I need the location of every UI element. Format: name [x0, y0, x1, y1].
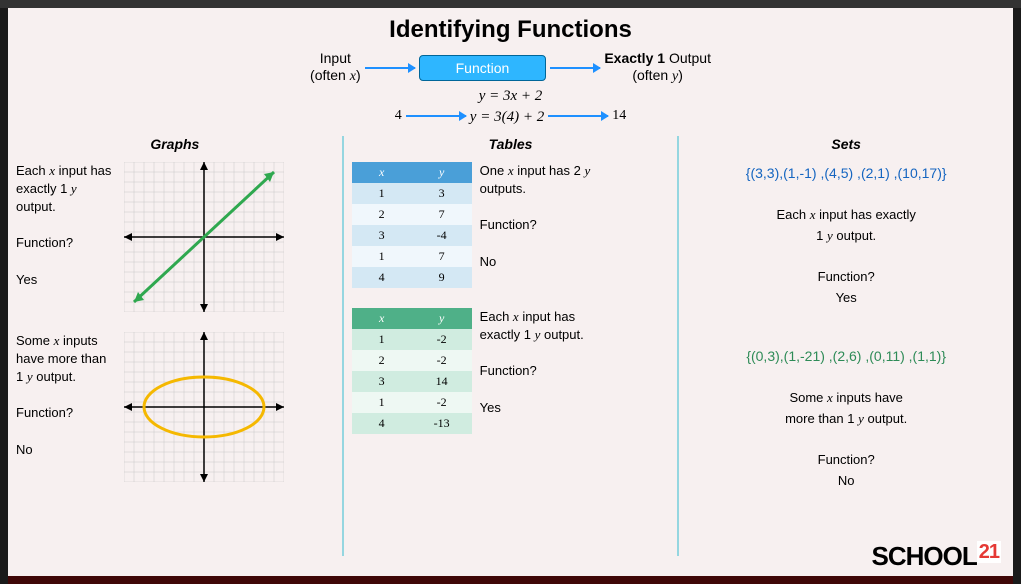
- graph1-answer: Yes: [16, 272, 37, 287]
- table2-answer: Yes: [480, 400, 501, 415]
- table-row: 17: [352, 246, 472, 267]
- browser-bar: [0, 0, 1021, 8]
- line-graph: [124, 162, 284, 312]
- table-row: 314: [352, 371, 472, 392]
- arrow-icon: [550, 67, 600, 69]
- set1-question: Function?: [818, 269, 875, 284]
- graph2-answer: No: [16, 442, 33, 457]
- flow-input-text: Input: [320, 50, 351, 66]
- set2-block: {(0,3),(1,-21) ,(2,6) ,(0,11) ,(1,1)} So…: [687, 345, 1005, 492]
- set2-answer: No: [838, 473, 855, 488]
- graphs-column: Graphs Each x input has exactly 1 y outp…: [8, 136, 342, 556]
- table2-question: Function?: [480, 363, 537, 378]
- table-row: 1-2: [352, 329, 472, 350]
- table-blue: xy 13 27 3-4 17 49: [352, 162, 472, 288]
- example-input: 4: [395, 108, 402, 124]
- table-row: 13: [352, 183, 472, 204]
- logo-number: 21: [977, 541, 1001, 563]
- tables-column: Tables xy 13 27 3-4 17 49 One x input ha…: [344, 136, 678, 556]
- flow-input-label: Input (often x): [310, 50, 361, 86]
- arrow-icon: [406, 115, 466, 117]
- table-header-row: xy: [352, 308, 472, 329]
- arrow-icon: [365, 67, 415, 69]
- graph2-caption: Some x inputs have more than 1 y output.…: [16, 332, 116, 459]
- th-x: x: [352, 308, 412, 329]
- set2-notation: {(0,3),(1,-21) ,(2,6) ,(0,11) ,(1,1)}: [687, 345, 1005, 367]
- table1-answer: No: [480, 254, 497, 269]
- ellipse-graph: [124, 332, 284, 482]
- th-y: y: [412, 162, 472, 183]
- set1-answer: Yes: [836, 290, 857, 305]
- arrow-icon: [548, 115, 608, 117]
- sets-title: Sets: [687, 136, 1005, 152]
- flow-output-label: Exactly 1 Output (often y): [604, 50, 711, 86]
- school21-logo: SCHOOL21: [872, 541, 1001, 572]
- table-row: 4-13: [352, 413, 472, 434]
- graphs-title: Graphs: [16, 136, 334, 152]
- table-row: 2-2: [352, 350, 472, 371]
- set1-notation: {(3,3),(1,-1) ,(4,5) ,(2,1) ,(10,17)}: [687, 162, 1005, 184]
- example-output: 14: [612, 108, 626, 124]
- flow-output-bold: Exactly 1: [604, 50, 665, 66]
- function-box: Function: [419, 55, 547, 81]
- graph1-caption: Each x input has exactly 1 y output. Fun…: [16, 162, 116, 289]
- th-y: y: [412, 308, 472, 329]
- graph2-question: Function?: [16, 405, 73, 420]
- flow-diagram: Input (often x) Function Exactly 1 Outpu…: [8, 50, 1013, 86]
- function-equation: y = 3x + 2: [8, 88, 1013, 105]
- page-title: Identifying Functions: [8, 16, 1013, 44]
- flow-output-text: Output: [669, 50, 711, 66]
- table-header-row: xy: [352, 162, 472, 183]
- table1-caption: One x input has 2 y outputs. Function? N…: [480, 162, 600, 271]
- sets-column: Sets {(3,3),(1,-1) ,(4,5) ,(2,1) ,(10,17…: [679, 136, 1013, 556]
- slide-content: Identifying Functions Input (often x) Fu…: [8, 8, 1013, 576]
- graph1-question: Function?: [16, 235, 73, 250]
- example-equation: y = 3(4) + 2: [470, 109, 544, 126]
- th-x: x: [352, 162, 412, 183]
- table-green: xy 1-2 2-2 314 1-2 4-13: [352, 308, 472, 434]
- table-row: 3-4: [352, 225, 472, 246]
- tables-title: Tables: [352, 136, 670, 152]
- table2-caption: Each x input has exactly 1 y output. Fun…: [480, 308, 600, 417]
- set1-block: {(3,3),(1,-1) ,(4,5) ,(2,1) ,(10,17)} Ea…: [687, 162, 1005, 309]
- table-row: 49: [352, 267, 472, 288]
- logo-text: SCHOOL: [872, 541, 977, 571]
- table1-question: Function?: [480, 217, 537, 232]
- set2-question: Function?: [818, 452, 875, 467]
- video-controls-bar[interactable]: [8, 576, 1013, 584]
- table-row: 1-2: [352, 392, 472, 413]
- table-row: 27: [352, 204, 472, 225]
